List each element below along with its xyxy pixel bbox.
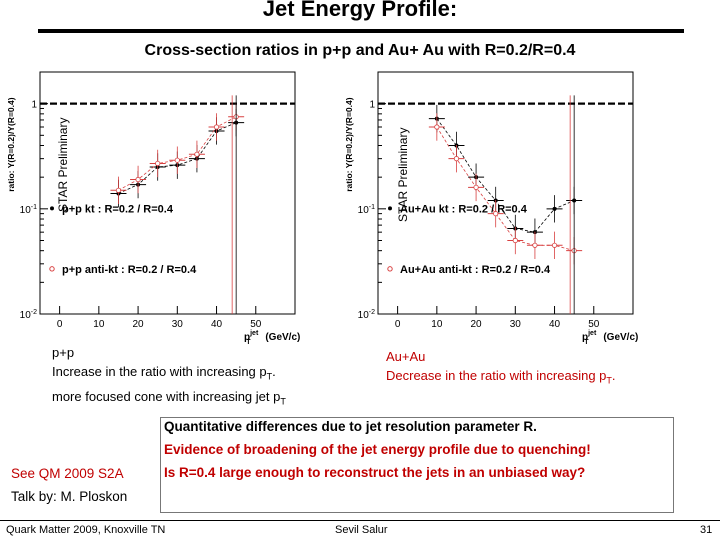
pp-series-1-point-2 <box>155 160 161 167</box>
footer-conference: Quark Matter 2009, Knoxville TN <box>6 524 166 536</box>
auau-xtick-label-1: 10 <box>431 319 443 330</box>
auau-ytick-label-1: 10-1 <box>358 204 375 216</box>
pp-series-1-point-1 <box>135 176 141 183</box>
auau-legend-marker-1 <box>387 266 393 272</box>
title-underline <box>38 29 684 33</box>
pp-series-1-point-4 <box>194 151 200 157</box>
auau-xtick-label-4: 40 <box>549 319 561 330</box>
auau-ytick-label-2: 10-2 <box>358 309 375 321</box>
pp-xtick-label-0: 0 <box>57 319 63 330</box>
auau-series-1-point-2 <box>473 184 479 190</box>
pp-legend-label-0: p+p kt : R=0.2 / R=0.4 <box>62 203 174 215</box>
pp-series-1-point-3 <box>174 157 180 163</box>
pp-note-title: p+p <box>52 345 75 360</box>
pp-xtick-label-4: 40 <box>211 319 223 330</box>
pp-ytick-label-0: 1 <box>31 100 37 111</box>
pp-note-increase: Increase in the ratio with increasing pT… <box>52 364 276 382</box>
pp-ytick-label-2: 10-2 <box>20 309 37 321</box>
auau-series-0-line <box>436 118 575 233</box>
pp-xtick-label-2: 20 <box>133 319 145 330</box>
conclusion-line-3: Is R=0.4 large enough to reconstruct the… <box>164 465 586 480</box>
pp-legend-marker-1 <box>49 266 55 272</box>
pp-ratio-chart: 1 10-1 10-2 0 10 20 30 40 50 ratio: Y(R=0.2)/Y(R=… <box>6 71 300 346</box>
pp-xtick-label-5: 50 <box>250 319 262 330</box>
auau-legend-label-0: Au+Au kt : R=0.2 / R=0.4 <box>400 203 528 215</box>
auau-xtick-label-0: 0 <box>395 319 401 330</box>
conclusion-line-1: Quantitative differences due to jet reso… <box>164 419 537 434</box>
auau-star-preliminary: STAR Preliminary <box>396 127 410 222</box>
conclusion-line-2: Evidence of broadening of the jet energy… <box>164 442 591 457</box>
auau-note-title: Au+Au <box>386 349 426 364</box>
pp-note-focused: more focused cone with increasing jet pT <box>52 388 286 407</box>
footer-author: Sevil Salur <box>335 524 388 536</box>
auau-legend-marker-0 <box>388 206 392 211</box>
pp-star-preliminary: STAR Preliminary <box>56 117 70 212</box>
reference-talk: Talk by: M. Ploskon <box>11 489 128 504</box>
auau-xtick-label-2: 20 <box>471 319 483 330</box>
slide-title: Jet Energy Profile: <box>262 0 458 21</box>
pp-plot-frame <box>39 71 296 315</box>
auau-series-1-point-1 <box>453 156 460 162</box>
auau-series-1-point-0 <box>434 124 440 130</box>
pp-series-1-point-0 <box>115 187 122 193</box>
pp-ytick-label-1: 10-1 <box>20 204 37 216</box>
auau-notes: Au+Au Decrease in the ratio with increas… <box>386 347 706 391</box>
auau-series-1-point-6 <box>551 242 558 248</box>
auau-series-1-point-4 <box>512 237 518 244</box>
auau-series-1-line <box>436 126 575 252</box>
pp-legend-label-1: p+p anti-kt : R=0.2 / R=0.4 <box>62 264 197 276</box>
pp-xtick-label-1: 10 <box>93 319 105 330</box>
auau-series-0-point-6 <box>552 206 557 211</box>
footer-rule <box>0 520 720 521</box>
conclusions-box <box>160 417 674 513</box>
auau-note-decrease: Decrease in the ratio with increasing pT… <box>386 368 616 386</box>
pp-legend-marker-0 <box>50 206 54 211</box>
auau-xlabel: pjet T (GeV/c) <box>582 330 638 346</box>
slide-subtitle: Cross-section ratios in p+p and Au+ Au w… <box>144 42 576 59</box>
pp-notes: p+p Increase in the ratio with increasin… <box>52 343 352 411</box>
auau-xtick-label-5: 50 <box>588 319 600 330</box>
footer-page-number: 31 <box>700 524 713 536</box>
auau-series-1-point-3 <box>493 211 499 217</box>
auau-ratio-chart: 1 10-1 10-2 0 10 20 30 40 50 ratio: Y(R=0.2)/Y(R=… <box>344 71 638 346</box>
reference-see: See QM 2009 S2A <box>11 466 124 481</box>
auau-ylabel: ratio: Y(R=0.2)/Y(R=0.4) <box>344 97 354 191</box>
pp-series-1-point-5 <box>213 124 220 130</box>
auau-xtick-label-3: 30 <box>510 319 522 330</box>
auau-legend-label-1: Au+Au anti-kt : R=0.2 / R=0.4 <box>400 264 551 276</box>
pp-xtick-label-3: 30 <box>172 319 184 330</box>
auau-series-1-point-5 <box>532 242 538 248</box>
auau-plot-frame <box>377 71 634 315</box>
auau-ytick-label-0: 1 <box>369 100 375 111</box>
pp-ylabel: ratio: Y(R=0.2)/Y(R=0.4) <box>6 97 16 191</box>
